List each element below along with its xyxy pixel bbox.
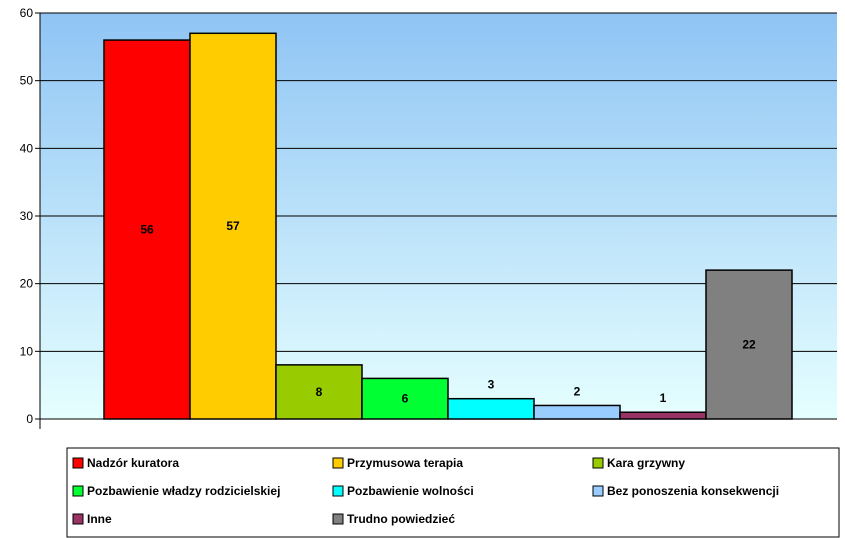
- y-tick-label: 20: [20, 277, 34, 291]
- legend-label: Trudno powiedzieć: [347, 512, 455, 526]
- axes: [35, 12, 837, 429]
- legend-swatch: [72, 485, 84, 497]
- legend-label: Kara grzywny: [607, 456, 685, 470]
- bar: [533, 404, 621, 420]
- y-tick-label: 60: [20, 6, 34, 20]
- legend-swatch: [332, 457, 344, 469]
- data-label: 3: [488, 378, 495, 392]
- legend: Nadzór kuratora Przymusowa terapia Kara gr…: [66, 447, 840, 538]
- data-label: 56: [140, 223, 154, 237]
- legend-swatch: [592, 485, 604, 497]
- data-label: 6: [402, 392, 409, 406]
- legend-label: Inne: [87, 512, 112, 526]
- data-label: 8: [316, 385, 323, 399]
- bar: [447, 397, 535, 420]
- y-tick-label: 30: [20, 209, 34, 223]
- legend-swatch: [332, 485, 344, 497]
- y-tick-labels: 0 10 20 30 40 50 60: [20, 6, 34, 426]
- legend-label: Przymusowa terapia: [347, 456, 463, 470]
- y-tick-label: 10: [20, 344, 34, 358]
- legend-label: Nadzór kuratora: [87, 456, 179, 470]
- data-labels: 56 57 8 6 3 2 1 22: [140, 219, 756, 406]
- legend-box: [66, 447, 840, 538]
- legend-label: Bez ponoszenia konsekwencji: [607, 484, 779, 498]
- legend-swatch: [72, 513, 84, 525]
- data-label: 2: [574, 384, 581, 398]
- legend-swatch: [332, 513, 344, 525]
- legend-label: Pozbawienie wolności: [347, 484, 474, 498]
- data-label: 57: [226, 219, 240, 233]
- bar: [619, 411, 707, 420]
- y-tick-label: 40: [20, 141, 34, 155]
- legend-swatch: [592, 457, 604, 469]
- y-tick-label: 50: [20, 74, 34, 88]
- legend-swatch: [72, 457, 84, 469]
- data-label: 22: [742, 338, 756, 352]
- bars: [103, 32, 793, 420]
- legend-label: Pozbawienie władzy rodzicielskiej: [87, 484, 280, 498]
- bar: [705, 269, 793, 420]
- data-label: 1: [660, 391, 667, 405]
- y-tick-label: 0: [26, 412, 33, 426]
